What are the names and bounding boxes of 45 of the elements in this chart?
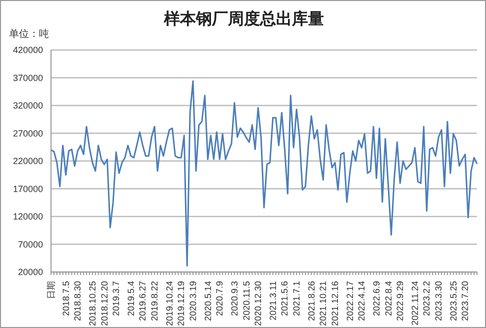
x-tick-label: 2021.5.6 — [280, 281, 290, 316]
x-tick-label: 2019.12.19 — [176, 281, 186, 326]
x-tick-label: 2022.11.24 — [410, 281, 420, 326]
y-tick-label: 120000 — [12, 212, 43, 222]
y-axis-title: 单位：吨 — [9, 28, 49, 41]
x-tick-label: 2018.10.25 — [87, 281, 98, 326]
x-tick-label: 2020.9.3 — [229, 281, 240, 316]
x-tick-label: 日期 — [46, 281, 56, 299]
x-tick-label: 2018.12.20 — [99, 281, 110, 326]
x-tick-label: 2018.7.5 — [60, 281, 71, 316]
y-tick-label: 220000 — [12, 156, 43, 166]
x-tick-label: 2020.11.5 — [241, 281, 252, 320]
x-tick-label: 2023.2.2 — [422, 281, 432, 316]
x-tick-label: 2022.8.4 — [383, 281, 394, 316]
chart-title: 样本钢厂周度总出库量 — [162, 9, 325, 30]
x-tick-label: 2021.12.16 — [330, 281, 340, 326]
x-tick-label: 2019.5.4 — [126, 281, 136, 316]
x-tick-label: 2022.9.29 — [395, 281, 406, 322]
y-tick-label: 320000 — [12, 100, 43, 111]
x-tick-label: 2022.2.17 — [344, 281, 355, 322]
x-tick-label: 2021.10.21 — [318, 281, 328, 326]
x-tick-label: 2023.3.30 — [434, 281, 444, 322]
x-tick-label: 2022.6.9 — [371, 281, 382, 316]
x-tick-label: 2020.3.19 — [188, 281, 198, 322]
y-tick-label: 370000 — [12, 72, 43, 83]
x-tick-label: 2021.7.1 — [292, 281, 302, 316]
y-tick-label: 20000 — [18, 267, 43, 278]
x-tick-label: 2022.4.14 — [356, 281, 367, 322]
x-tick-label: 2023.7.20 — [460, 281, 470, 322]
x-tick-label: 2018.8.30 — [72, 281, 83, 322]
x-tick-label: 2020.7.9 — [214, 281, 225, 316]
x-tick-label: 2019.10.24 — [164, 281, 174, 326]
x-tick-label: 2019.6.27 — [138, 281, 148, 322]
x-tick-label: 2021.3.11 — [268, 281, 278, 320]
x-tick-label: 2020.5.14 — [202, 281, 213, 322]
y-tick-label: 70000 — [18, 239, 43, 250]
y-tick-label: 270000 — [12, 128, 43, 138]
line-series — [50, 80, 478, 267]
x-tick-label: 2019.8.22 — [150, 281, 160, 322]
x-tick-label: 2020.12.30 — [253, 281, 264, 326]
y-tick-label: 420000 — [12, 45, 43, 56]
x-tick-label: 2023.5.25 — [448, 281, 458, 322]
y-tick-label: 170000 — [12, 184, 43, 194]
x-tick-label: 2019.3.7 — [111, 281, 122, 316]
x-tick-label: 2021.8.26 — [306, 281, 316, 322]
